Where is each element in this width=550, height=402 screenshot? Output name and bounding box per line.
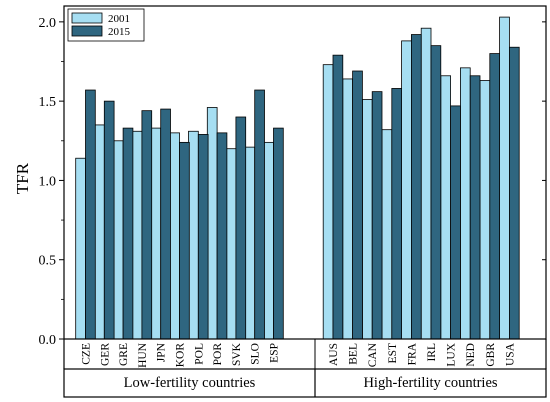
bar-2015-16 xyxy=(430,45,442,340)
bar-2015-4 xyxy=(160,108,171,340)
bar-2001-4 xyxy=(150,127,162,340)
bar-2001-3 xyxy=(131,130,143,340)
bar-2001-6 xyxy=(188,130,199,340)
x-tick-label-POR: POR xyxy=(212,343,224,366)
x-tick-label-SVK: SVK xyxy=(231,342,243,366)
x-tick-label-KOR: KOR xyxy=(175,343,187,368)
bar-2015-11 xyxy=(332,54,344,340)
bar-2015-8 xyxy=(235,116,247,340)
bar-2001-9 xyxy=(244,146,256,340)
x-tick-label-SLO: SLO xyxy=(250,343,262,365)
x-tick-label-POL: POL xyxy=(193,343,205,365)
legend-swatch-2015 xyxy=(71,25,103,37)
x-tick-label-LUX: LUX xyxy=(446,342,458,366)
legend-label-2015: 2015 xyxy=(108,26,131,38)
group-label-low: Low-fertility countries xyxy=(124,375,256,391)
x-tick-label-NED: NED xyxy=(465,343,477,367)
bar-2015-5 xyxy=(179,141,190,340)
legend-label-2001: 2001 xyxy=(108,13,130,25)
x-tick-label-GBR: GBR xyxy=(485,343,497,367)
bar-2001-19 xyxy=(479,80,491,340)
bar-2001-12 xyxy=(342,78,353,340)
bar-2001-13 xyxy=(361,99,373,340)
bar-2015-3 xyxy=(141,110,153,340)
x-tick-label-AUS: AUS xyxy=(328,343,340,366)
bar-2001-20 xyxy=(499,16,510,340)
bar-2001-15 xyxy=(401,40,412,340)
y-tick-label-0: 0.0 xyxy=(39,333,57,348)
x-tick-label-ESP: ESP xyxy=(269,343,281,363)
bar-2001-8 xyxy=(225,148,237,340)
x-tick-label-FRA: FRA xyxy=(406,342,418,365)
x-tick-label-CAN: CAN xyxy=(367,342,379,367)
group-label-high: High-fertility countries xyxy=(363,375,497,391)
bar-2015-0 xyxy=(85,89,96,340)
y-tick-label-3: 1.5 xyxy=(39,95,57,110)
bar-2015-20 xyxy=(508,46,520,340)
y-tick-label-1: 0.5 xyxy=(39,254,57,269)
x-tick-label-CZE: CZE xyxy=(81,343,93,365)
bar-2001-10 xyxy=(263,141,274,340)
x-tick-label-IRL: IRL xyxy=(426,343,438,362)
bar-2001-2 xyxy=(112,140,124,340)
bar-2015-6 xyxy=(197,134,209,340)
bar-2015-18 xyxy=(469,75,481,340)
bar-2001-7 xyxy=(206,107,218,340)
plot-frame xyxy=(63,5,547,340)
x-tick-label-GER: GER xyxy=(99,343,111,366)
x-tick-label-JPN: JPN xyxy=(156,342,168,362)
bar-2001-1 xyxy=(94,124,105,340)
x-tick-label-BEL: BEL xyxy=(348,343,360,365)
bar-2015-7 xyxy=(216,132,228,340)
bar-2015-15 xyxy=(410,34,422,340)
y-tick-label-2: 1.0 xyxy=(39,174,57,189)
x-tick-label-EST: EST xyxy=(387,343,399,363)
bar-2015-13 xyxy=(371,91,383,340)
x-tick-label-GRE: GRE xyxy=(118,343,130,366)
bar-2015-17 xyxy=(450,105,461,340)
bar-2015-19 xyxy=(489,53,500,340)
bar-2015-9 xyxy=(254,89,265,340)
bar-2001-18 xyxy=(459,67,471,340)
bar-2015-10 xyxy=(273,127,284,340)
x-tick-label-USA: USA xyxy=(504,342,516,366)
legend-swatch-2001 xyxy=(71,12,103,24)
bar-2001-16 xyxy=(420,27,432,340)
bar-2015-14 xyxy=(391,88,402,340)
bar-2015-2 xyxy=(122,127,134,340)
x-tick-label-HUN: HUN xyxy=(137,342,149,368)
bar-2001-0 xyxy=(75,157,86,340)
axes-layer: 0.0 0.5 1.0 1.5 2.0 TFR CZE GER GRE HUN JPN KOR POL P… xyxy=(13,5,547,398)
y-axis-label: TFR xyxy=(13,162,32,194)
bar-2015-12 xyxy=(352,70,363,340)
bar-2001-17 xyxy=(440,75,451,340)
y-tick-label-4: 2.0 xyxy=(39,16,57,31)
group-frame xyxy=(63,368,547,398)
bar-2001-11 xyxy=(322,64,334,340)
bar-2001-14 xyxy=(381,129,393,340)
bar-2001-5 xyxy=(169,132,180,340)
bar-2015-1 xyxy=(103,100,115,340)
bars-layer xyxy=(75,16,520,340)
